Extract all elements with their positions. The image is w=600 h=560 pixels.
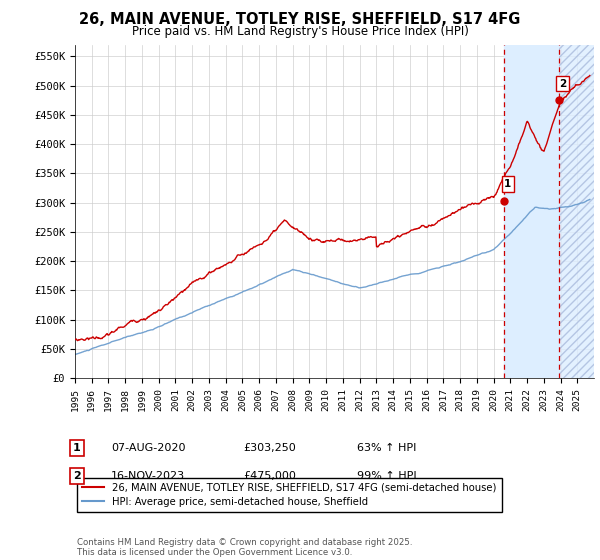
- Text: Price paid vs. HM Land Registry's House Price Index (HPI): Price paid vs. HM Land Registry's House …: [131, 25, 469, 38]
- Text: £303,250: £303,250: [243, 443, 296, 453]
- Bar: [503, 45, 559, 378]
- Text: 1: 1: [73, 443, 80, 453]
- Text: 63% ↑ HPI: 63% ↑ HPI: [357, 443, 416, 453]
- Text: 07-AUG-2020: 07-AUG-2020: [111, 443, 185, 453]
- Text: 26, MAIN AVENUE, TOTLEY RISE, SHEFFIELD, S17 4FG: 26, MAIN AVENUE, TOTLEY RISE, SHEFFIELD,…: [79, 12, 521, 27]
- Text: 1: 1: [504, 179, 511, 189]
- Text: £475,000: £475,000: [243, 471, 296, 481]
- Text: 99% ↑ HPI: 99% ↑ HPI: [357, 471, 416, 481]
- Text: Contains HM Land Registry data © Crown copyright and database right 2025.
This d: Contains HM Land Registry data © Crown c…: [77, 538, 412, 557]
- Bar: [559, 45, 594, 378]
- Text: 2: 2: [73, 471, 80, 481]
- Text: 2: 2: [559, 78, 566, 88]
- Text: 16-NOV-2023: 16-NOV-2023: [111, 471, 185, 481]
- Legend: 26, MAIN AVENUE, TOTLEY RISE, SHEFFIELD, S17 4FG (semi-detached house), HPI: Ave: 26, MAIN AVENUE, TOTLEY RISE, SHEFFIELD,…: [77, 478, 502, 512]
- Bar: [559, 45, 594, 378]
